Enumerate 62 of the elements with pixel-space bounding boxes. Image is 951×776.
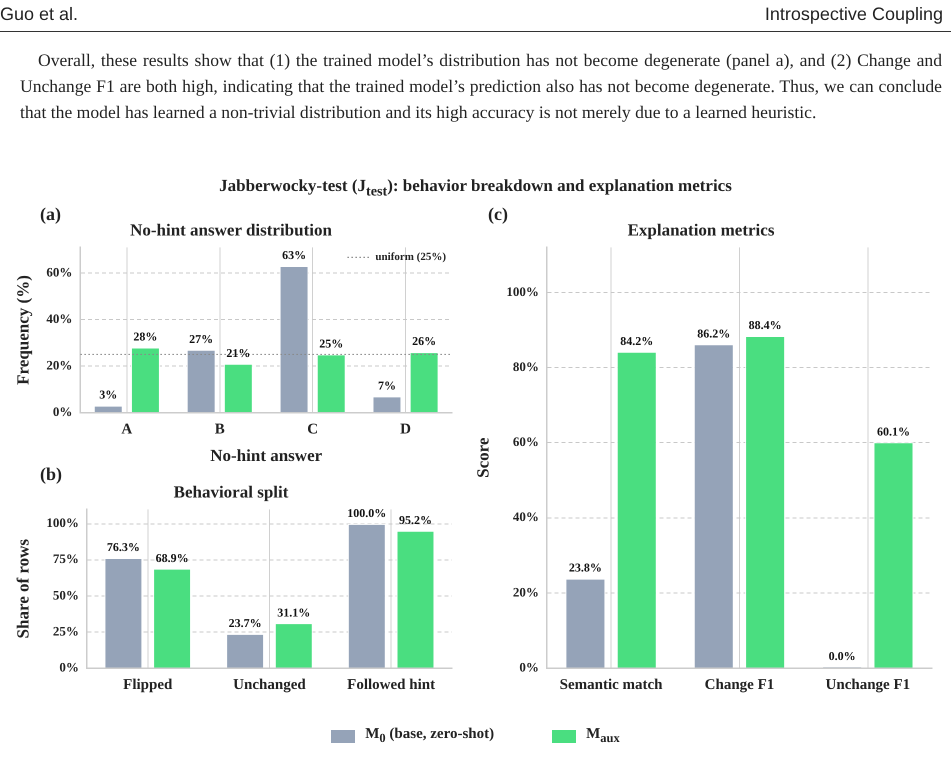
y-tick-label: 80%	[512, 358, 539, 374]
x-tick-label: Change F1	[704, 676, 774, 693]
x-tick-label: A	[121, 421, 132, 438]
x-tick-label: Followed hint	[347, 676, 436, 693]
text: Introspective Coupling	[764, 4, 943, 25]
x-axis-title: No-hint answer	[210, 446, 323, 466]
text: Overall, these results show that (1) the trained model’s distribution has not become degenerate (panel a), and (2) Change and Unchange F1 are both high, indicating that the trained model’s prediction also has not become degenerate. Thus, we can conclude that the model has learned a non-trivial distribution and its high accuracy is not merely due to a learned heuristic.	[20, 49, 942, 124]
y-tick-label: 20%	[512, 584, 539, 600]
text: (c)	[488, 204, 508, 225]
legend-label: M$_{0}$ (base, zero-shot)	[365, 726, 494, 746]
x-tick-label: C	[307, 421, 318, 438]
text: Jabberwocky-test (J$_{test}$): behavior breakdown and explanation metrics	[218, 176, 733, 200]
data-label: 23.8%	[568, 560, 602, 575]
legend-label: uniform (25%)	[375, 251, 446, 264]
text: Guo et al.	[0, 4, 78, 25]
y-tick-label: 75%	[52, 551, 79, 566]
data-label: 86.2%	[697, 326, 730, 340]
y-tick-label: 0%	[52, 404, 72, 419]
chart-title: No-hint answer distribution	[130, 220, 332, 240]
x-tick-label: D	[400, 421, 412, 438]
x-tick-label: Unchanged	[233, 676, 306, 693]
y-tick-label: 0%	[59, 659, 79, 674]
y-tick-label: 100%	[46, 515, 79, 530]
y-tick-label: 25%	[52, 623, 79, 638]
x-tick-label: Unchange F1	[826, 676, 910, 693]
y-tick-label: 50%	[52, 587, 79, 602]
y-axis-title: Frequency (%)	[14, 275, 33, 385]
legend-label: M$_{aux}$	[586, 726, 620, 746]
data-label: 25%	[319, 336, 344, 351]
x-tick-label: Flipped	[123, 676, 173, 693]
data-label: 84.2%	[620, 334, 654, 348]
y-tick-label: 20%	[46, 357, 72, 372]
y-axis-title: Share of rows	[14, 538, 33, 638]
data-label: 23.7%	[228, 616, 262, 630]
data-label: 68.9%	[156, 550, 189, 565]
text: (b)	[40, 464, 62, 485]
data-label: 7%	[378, 378, 396, 392]
data-label: 100.0%	[347, 506, 386, 520]
y-tick-label: 60%	[46, 264, 72, 280]
data-label: 26%	[412, 334, 436, 348]
y-axis-title: Score	[474, 437, 493, 478]
data-label: 95.2%	[398, 512, 432, 527]
chart-title: Explanation metrics	[628, 220, 775, 240]
data-label: 63%	[282, 248, 306, 262]
data-label: 3%	[99, 388, 118, 402]
data-label: 88.4%	[748, 318, 782, 332]
y-tick-label: 100%	[506, 284, 539, 299]
x-tick-label: B	[214, 421, 225, 438]
x-tick-label: Semantic match	[560, 676, 664, 693]
data-label: 31.1%	[277, 605, 310, 620]
data-label: 21%	[226, 346, 250, 360]
y-tick-label: 0%	[519, 659, 539, 674]
data-label: 76.3%	[106, 540, 140, 554]
data-label: 27%	[189, 332, 214, 346]
text: (a)	[40, 204, 61, 225]
chart-title: Behavioral split	[174, 482, 289, 502]
data-label: 60.1%	[876, 424, 910, 438]
y-tick-label: 60%	[512, 434, 539, 450]
y-tick-label: 40%	[512, 509, 539, 524]
data-label: 0.0%	[828, 649, 856, 664]
data-label: 28%	[133, 330, 158, 344]
y-tick-label: 40%	[46, 310, 72, 326]
